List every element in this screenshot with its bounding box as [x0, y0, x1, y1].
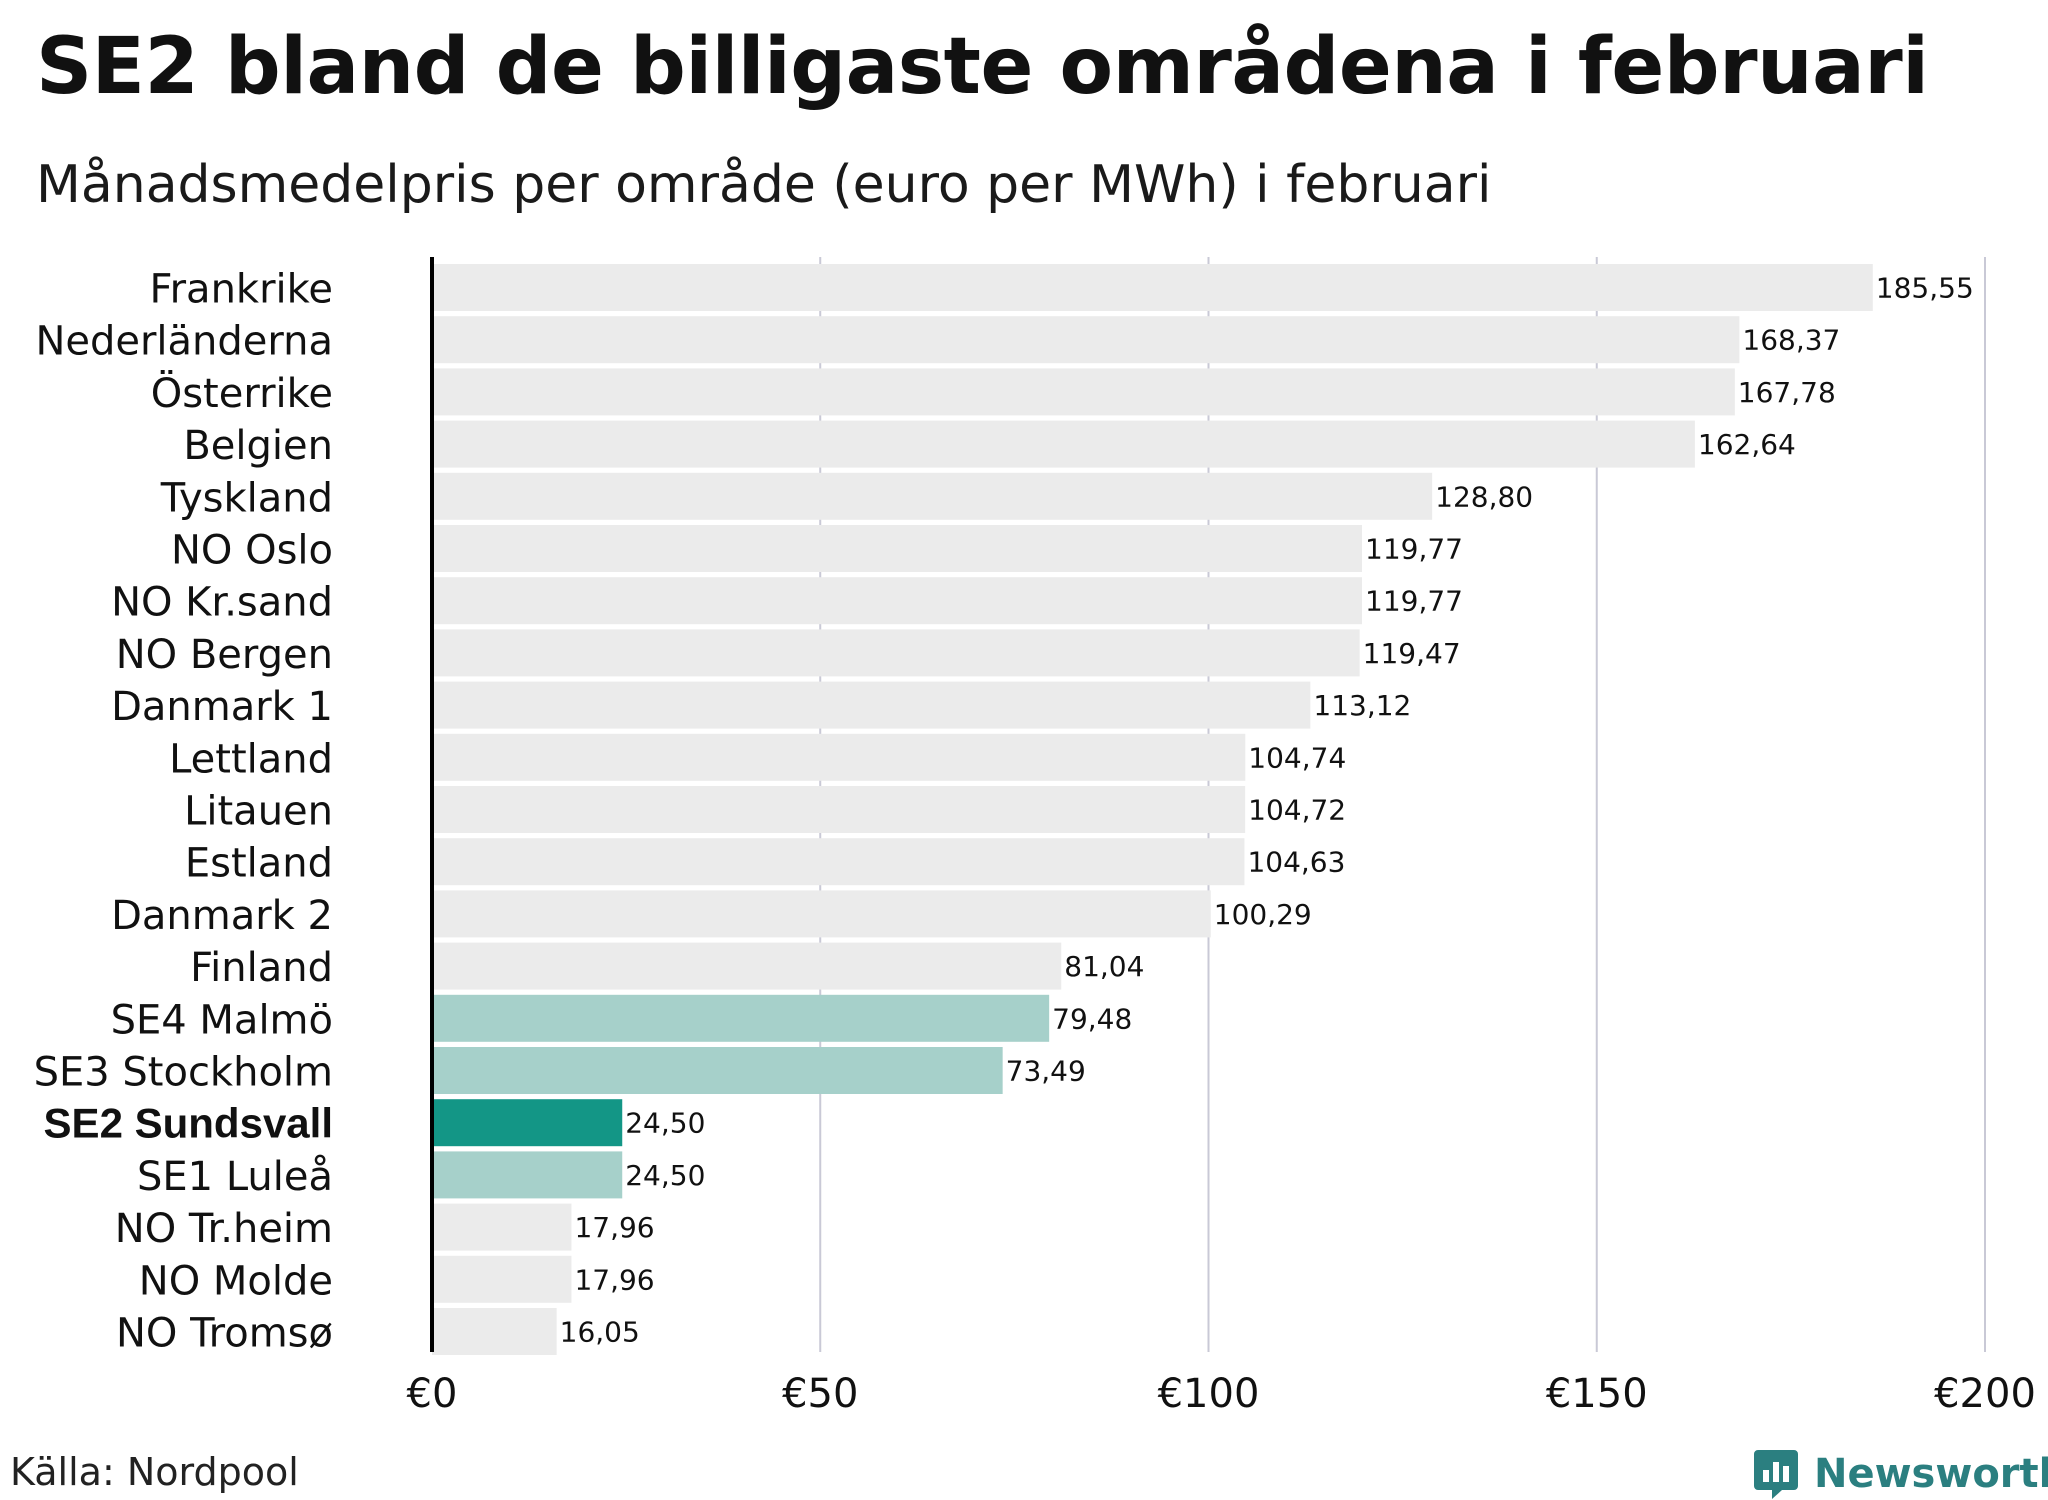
category-label: NO Bergen — [116, 632, 333, 678]
value-label: 104,63 — [1247, 846, 1345, 879]
bar — [432, 1047, 1003, 1094]
value-label: 119,77 — [1365, 533, 1463, 566]
value-label: 162,64 — [1698, 428, 1796, 461]
bar — [432, 994, 1050, 1042]
category-label: SE1 Luleå — [137, 1154, 333, 1200]
bar — [432, 368, 1735, 416]
x-tick-label: €150 — [1546, 1371, 1648, 1417]
chart-subtitle: Månadsmedelpris per område (euro per MWh… — [36, 155, 1492, 215]
x-tick-label: €100 — [1158, 1371, 1260, 1417]
category-label: NO Tromsø — [116, 1311, 333, 1357]
value-label: 113,12 — [1313, 689, 1411, 722]
value-label: 24,50 — [625, 1159, 705, 1192]
value-label: 104,72 — [1248, 794, 1346, 827]
category-label: SE4 Malmö — [111, 997, 333, 1043]
category-label: Frankrike — [150, 267, 333, 313]
bar — [432, 264, 1873, 311]
source-note: Källa: Nordpool — [10, 1450, 299, 1494]
category-label: Danmark 1 — [111, 684, 333, 730]
x-tick-label: €0 — [407, 1371, 458, 1417]
value-label: 16,05 — [560, 1316, 640, 1349]
bar — [432, 577, 1363, 625]
value-label: 128,80 — [1435, 480, 1533, 513]
bar — [432, 942, 1062, 990]
bar — [432, 1203, 572, 1251]
value-label: 185,55 — [1876, 272, 1974, 305]
category-label: SE3 Stockholm — [34, 1050, 333, 1096]
value-label: 104,74 — [1248, 741, 1346, 774]
value-label: 73,49 — [1006, 1055, 1086, 1088]
value-label: 119,77 — [1365, 585, 1463, 618]
category-label: NO Kr.sand — [111, 580, 333, 626]
category-label: Lettland — [169, 736, 333, 782]
bar — [432, 525, 1363, 572]
category-label: Litauen — [184, 789, 333, 835]
value-label: 100,29 — [1214, 898, 1312, 931]
value-label: 17,96 — [574, 1211, 654, 1244]
value-label: 168,37 — [1742, 324, 1840, 357]
bar — [432, 1151, 623, 1199]
newsworthy-logo-icon — [1754, 1450, 1798, 1499]
brand-name: Newsworthy — [1814, 1451, 2048, 1497]
chart-title: SE2 bland de billigaste områdena i febru… — [36, 22, 1929, 112]
category-label: Belgien — [183, 423, 333, 469]
category-label: Tyskland — [160, 475, 333, 521]
bar — [432, 838, 1245, 886]
bar — [432, 733, 1246, 781]
category-label: Österrike — [151, 369, 333, 417]
category-label: SE2 Sundsvall — [44, 1100, 333, 1147]
bar — [432, 1308, 557, 1355]
category-label: NO Molde — [139, 1258, 333, 1304]
bar — [432, 786, 1246, 833]
bar — [432, 1255, 572, 1303]
bar — [432, 316, 1740, 364]
category-label: NO Oslo — [171, 528, 333, 574]
value-label: 24,50 — [625, 1107, 705, 1140]
category-label: Estland — [185, 841, 333, 887]
value-label: 167,78 — [1738, 376, 1836, 409]
category-label: Danmark 2 — [111, 893, 333, 939]
bar — [432, 890, 1211, 938]
brand-logo: Newsworthy — [1752, 1448, 2048, 1500]
x-tick-label: €50 — [782, 1371, 858, 1417]
bar — [432, 420, 1695, 468]
bar — [432, 681, 1311, 729]
value-label: 79,48 — [1052, 1002, 1132, 1035]
category-label: NO Tr.heim — [115, 1206, 333, 1252]
bar — [432, 472, 1433, 520]
value-label: 81,04 — [1064, 950, 1144, 983]
bar — [432, 629, 1360, 677]
bar — [432, 1099, 623, 1147]
value-label: 17,96 — [574, 1263, 654, 1296]
x-tick-label: €200 — [1934, 1371, 2036, 1417]
category-label: Finland — [190, 945, 333, 991]
category-label: Nederländerna — [35, 319, 333, 365]
value-label: 119,47 — [1363, 637, 1461, 670]
